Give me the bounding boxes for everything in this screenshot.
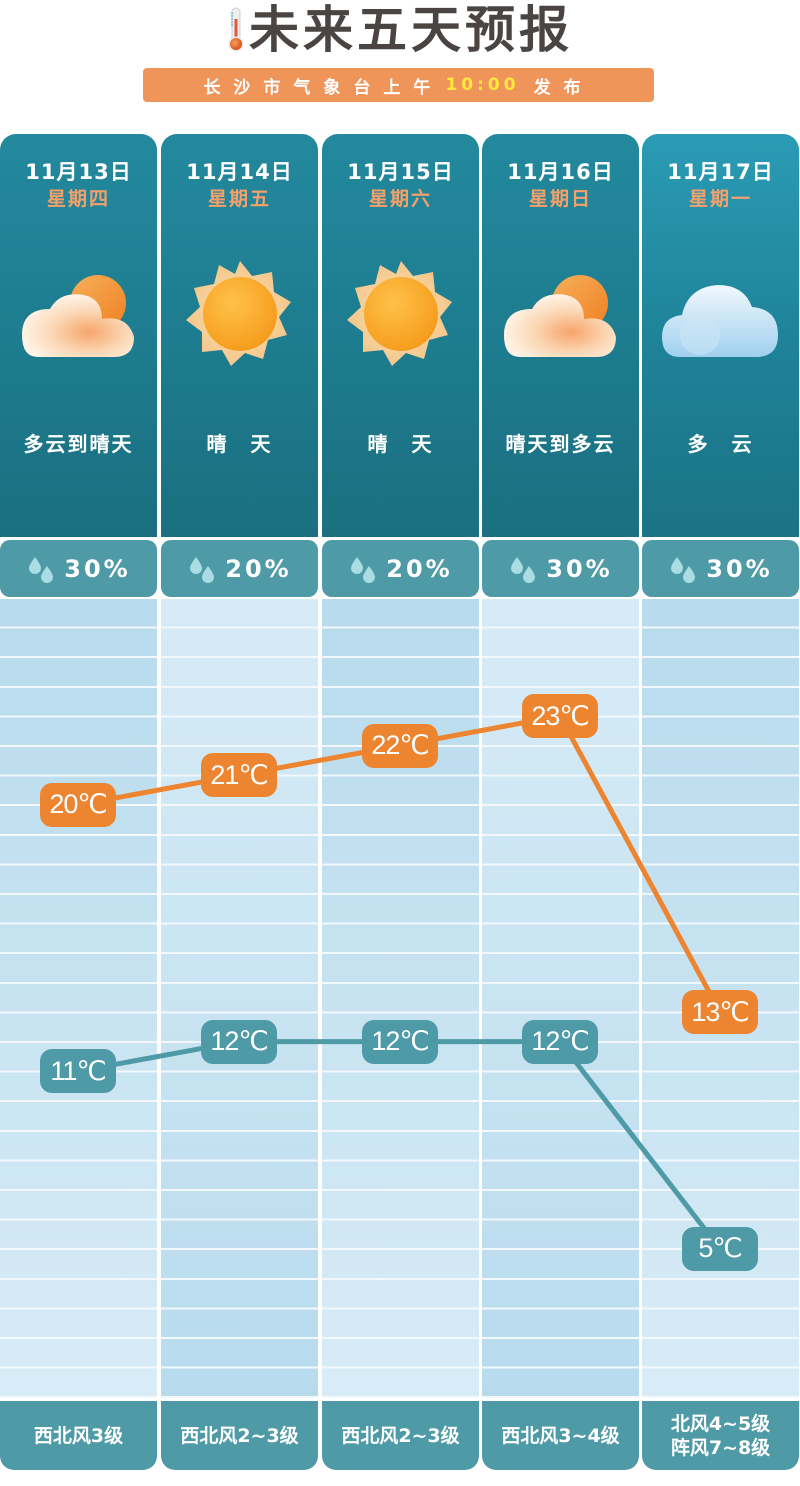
chart-column xyxy=(0,599,157,1398)
weather-description: 多云到晴天 xyxy=(23,432,134,456)
weather-description: 晴天到多云 xyxy=(505,432,616,456)
wind-info: 西北风2~3级 xyxy=(161,1401,318,1470)
partly-cloudy-icon xyxy=(18,259,140,369)
raindrop-icon xyxy=(348,554,378,584)
day-date: 11月14日 xyxy=(186,160,293,184)
raindrop-icon xyxy=(187,554,217,584)
day-weekday: 星期日 xyxy=(528,188,592,210)
high-temp-label: 23℃ xyxy=(522,694,598,738)
low-temp-label: 12℃ xyxy=(362,1019,438,1064)
rain-probability: 30% xyxy=(642,540,799,597)
low-temp-label: 11℃ xyxy=(40,1049,116,1094)
rain-probability: 20% xyxy=(161,540,318,597)
rain-probability: 30% xyxy=(482,540,639,597)
chart-column xyxy=(161,599,318,1398)
wind-value: 西北风2~3级 xyxy=(180,1424,299,1447)
sunny-icon xyxy=(179,259,301,369)
day-card: 11月16日 星期日 晴天到多云 xyxy=(482,134,639,537)
subtitle-bar: 长沙市气象台上午 10:00 发布 xyxy=(143,68,654,102)
wind-value: 北风4~5级 阵风7~8级 xyxy=(670,1412,771,1459)
chart-column xyxy=(322,599,479,1398)
rain-value: 20% xyxy=(225,554,292,583)
rain-value: 20% xyxy=(386,554,453,583)
raindrop-icon xyxy=(508,554,538,584)
rain-probability: 20% xyxy=(322,540,479,597)
wind-info: 西北风2~3级 xyxy=(322,1401,479,1470)
subtitle-time: 10:00 xyxy=(445,75,520,95)
subtitle-suffix: 发布 xyxy=(533,77,594,98)
partly-cloudy-icon xyxy=(500,259,622,369)
low-temp-label: 12℃ xyxy=(522,1019,598,1064)
high-temp-label: 13℃ xyxy=(682,990,758,1034)
wind-value: 西北风2~3级 xyxy=(341,1424,460,1447)
wind-value: 西北风3~4级 xyxy=(501,1424,620,1447)
page-title: 未来五天预报 xyxy=(249,1,573,59)
wind-info: 北风4~5级 阵风7~8级 xyxy=(642,1401,799,1470)
rain-probability: 30% xyxy=(0,540,157,597)
high-temp-label: 22℃ xyxy=(362,723,438,768)
low-temp-label: 5℃ xyxy=(682,1226,758,1271)
wind-info: 西北风3~4级 xyxy=(482,1401,639,1470)
day-date: 11月17日 xyxy=(667,160,774,184)
title-row: 未来五天预报 xyxy=(0,2,800,58)
cloudy-icon xyxy=(660,259,782,369)
day-weekday: 星期四 xyxy=(46,188,110,210)
wind-value: 西北风3级 xyxy=(33,1424,124,1447)
raindrop-icon xyxy=(26,554,56,584)
day-weekday: 星期一 xyxy=(688,188,752,210)
day-card: 11月17日 星期一 多 云 xyxy=(642,134,799,537)
high-temp-label: 20℃ xyxy=(40,782,116,827)
day-weekday: 星期五 xyxy=(207,188,271,210)
header: 未来五天预报 长沙市气象台上午 10:00 发布 xyxy=(0,0,800,110)
thermometer-icon xyxy=(228,7,244,52)
rain-value: 30% xyxy=(64,554,131,583)
day-card: 11月15日 星期六 晴 天 xyxy=(322,134,479,537)
raindrop-icon xyxy=(668,554,698,584)
day-date: 11月13日 xyxy=(25,160,132,184)
low-temp-label: 12℃ xyxy=(201,1019,277,1064)
day-card: 11月13日 星期四 多云到晴天 xyxy=(0,134,157,537)
rain-value: 30% xyxy=(546,554,613,583)
day-card: 11月14日 星期五 晴 天 xyxy=(161,134,318,537)
high-temp-label: 21℃ xyxy=(201,753,277,798)
weather-description: 多 云 xyxy=(687,432,754,456)
day-weekday: 星期六 xyxy=(368,188,432,210)
subtitle-prefix: 长沙市气象台上午 xyxy=(203,77,444,98)
weather-description: 晴 天 xyxy=(206,432,273,456)
weather-description: 晴 天 xyxy=(367,432,434,456)
wind-info: 西北风3级 xyxy=(0,1401,157,1470)
day-date: 11月15日 xyxy=(347,160,454,184)
sunny-icon xyxy=(340,259,462,369)
day-date: 11月16日 xyxy=(507,160,614,184)
rain-value: 30% xyxy=(706,554,773,583)
